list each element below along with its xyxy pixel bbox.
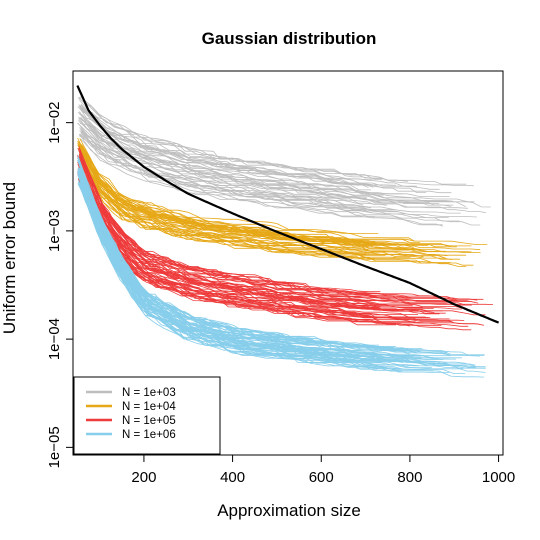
chart-title: Gaussian distribution [202, 29, 377, 48]
series-line [79, 111, 475, 203]
series-line [81, 100, 467, 185]
series-line [78, 116, 440, 205]
series-line [80, 108, 372, 191]
series-line [80, 134, 375, 217]
legend-label: N = 1e+03 [122, 387, 176, 399]
series-line [80, 182, 486, 373]
y-tick-label: 1e−02 [46, 102, 63, 144]
series-line [77, 122, 364, 206]
x-axis: 200 400 600 800 1000 [131, 454, 515, 486]
series-line [81, 186, 403, 370]
series-line [77, 143, 381, 240]
x-tick-label: 400 [220, 469, 245, 486]
series-line [79, 144, 481, 254]
series-line [80, 103, 397, 186]
legend: N = 1e+03 N = 1e+04 N = 1e+05 N = 1e+06 [73, 376, 221, 455]
series-line [78, 135, 481, 226]
series-line [80, 131, 396, 211]
series-line [80, 107, 374, 188]
series-line [78, 104, 359, 186]
series-line [78, 157, 367, 254]
series-line [81, 114, 491, 208]
series-line [80, 150, 429, 252]
series-line [78, 160, 381, 307]
series-line [77, 97, 409, 182]
series-line [79, 169, 465, 321]
series-line [80, 128, 461, 214]
series-line [78, 157, 474, 266]
series-line [80, 104, 417, 187]
series-line [79, 138, 488, 245]
series-line [77, 157, 448, 354]
series-line [79, 165, 383, 353]
series-line [78, 161, 467, 267]
plot-lines [76, 85, 500, 378]
x-tick-label: 600 [309, 469, 334, 486]
y-axis: 1e−02 1e−03 1e−04 1e−05 [46, 102, 74, 468]
legend-box [73, 376, 221, 455]
series-line [78, 153, 476, 303]
legend-label: N = 1e+04 [122, 401, 176, 413]
series-line [81, 115, 453, 202]
series-line [78, 178, 410, 327]
y-tick-label: 1e−04 [46, 318, 63, 360]
y-axis-label: Uniform error bound [0, 182, 19, 334]
series-line [80, 158, 446, 259]
series-line [78, 117, 452, 207]
series-line [78, 165, 377, 308]
plot-frame [72, 70, 504, 456]
series-line [78, 133, 460, 222]
series-line [78, 173, 484, 326]
series-n-1e-04 [77, 137, 488, 267]
series-line [78, 183, 485, 378]
series-line [78, 167, 422, 358]
series-line [79, 148, 470, 302]
series-line [81, 184, 367, 361]
series-line [79, 127, 373, 214]
y-tick-label: 1e−03 [46, 210, 63, 252]
x-tick-label: 200 [131, 469, 156, 486]
series-line [79, 156, 494, 305]
series-line [79, 122, 468, 209]
series-line [78, 99, 373, 181]
series-line [79, 152, 484, 300]
series-line [77, 172, 446, 364]
y-tick-label: 1e−05 [46, 426, 63, 468]
series-line [80, 158, 424, 258]
series-line [78, 141, 388, 246]
series-line [80, 120, 486, 214]
series-line [78, 176, 404, 363]
x-tick-label: 800 [397, 469, 422, 486]
bound-line [76, 85, 500, 324]
x-axis-label: Approximation size [217, 501, 361, 520]
x-tick-label: 1000 [482, 469, 515, 486]
series-line [77, 111, 384, 196]
legend-label: N = 1e+06 [122, 429, 176, 441]
legend-label: N = 1e+05 [122, 415, 176, 427]
series-line [78, 160, 405, 311]
series-line [80, 162, 451, 263]
series-line [79, 178, 453, 323]
series-n-1e-06 [77, 154, 486, 378]
series-line [79, 150, 390, 299]
series-n-1e-05 [77, 146, 494, 331]
series-line [79, 134, 443, 226]
series-line [77, 173, 469, 327]
series-line [81, 170, 416, 312]
